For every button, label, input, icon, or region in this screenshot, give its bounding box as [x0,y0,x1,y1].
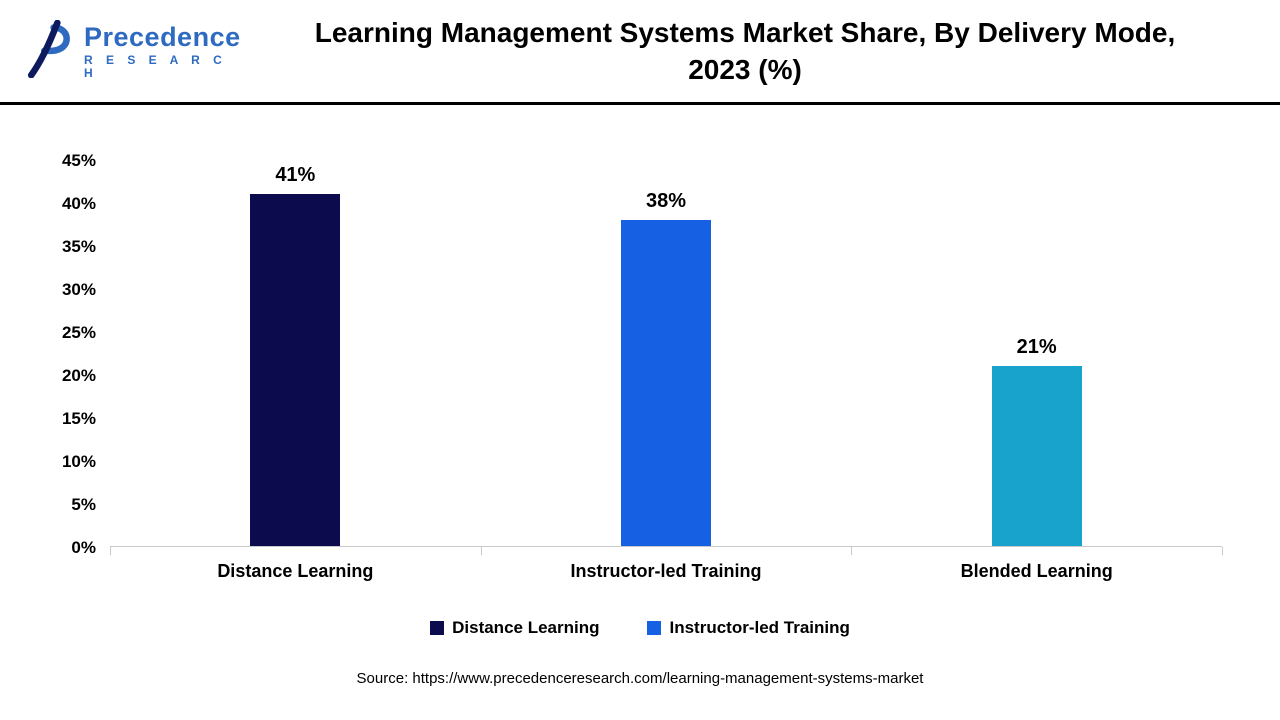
logo-wordmark: Precedence [84,21,241,52]
y-axis-tick-label: 20% [61,366,96,386]
y-axis-tick-label: 10% [61,452,96,472]
x-axis-label-distance-learning: Distance Learning [217,561,374,581]
y-axis-tick-label: 5% [71,495,96,515]
x-axis-label-instructor-led-training: Instructor-led Training [570,561,762,581]
legend-label: Distance Learning [452,618,600,637]
bar-instructor-led-training [621,220,711,546]
legend: Distance Learning Instructor-led Training [0,618,1280,638]
page-title-line2: 2023 (%) [688,54,802,85]
y-axis-tick-label: 0% [71,538,96,557]
header: Precedence R E S E A R C H Learning Mana… [0,0,1280,105]
y-axis-tick-label: 15% [61,409,96,429]
y-axis-tick-label: 30% [61,280,96,300]
x-axis-label-blended-learning: Blended Learning [960,561,1113,581]
y-axis-tick-label: 40% [61,194,96,214]
bar-column-blended-learning: 21% [851,160,1222,546]
legend-item-instructor-led-training: Instructor-led Training [647,618,850,638]
plot-area: 41% 38% 21% [110,160,1223,555]
y-axis-tick-label: 35% [61,237,96,256]
source-text: Source: https://www.precedenceresearch.c… [356,670,924,687]
y-axis-tick-label: 45% [61,151,96,170]
x-axis-tick [851,547,853,555]
y-axis: 0% 5% 10% 15% 20% 25% 30% 35% 40% 45% [0,151,110,557]
bar-column-instructor-led-training: 38% [481,160,852,546]
x-axis-labels: Distance Learning Instructor-led Training… [110,561,1222,582]
x-axis-tick [480,547,482,555]
x-axis-tick [1222,547,1223,555]
logo: Precedence R E S E A R C H [0,19,240,83]
bar-value-label: 38% [645,190,687,213]
x-axis-tick [110,547,111,555]
bar-distance-learning [250,194,341,546]
bar-value-label: 21% [1016,335,1057,358]
page-title: Learning Management Systems Market Share… [228,14,1280,88]
precedence-logo-icon [20,19,76,83]
legend-label: Instructor-led Training [669,618,850,637]
legend-swatch-icon [647,621,662,635]
bar-column-distance-learning: 41% [110,160,481,546]
bar-blended-learning [991,365,1082,546]
logo-text: Precedence R E S E A R C H [84,21,241,80]
logo-subtitle: R E S E A R C H [84,53,227,80]
bar-value-label: 41% [275,164,316,187]
legend-item-distance-learning: Distance Learning [430,618,599,638]
chart-area: 0% 5% 10% 15% 20% 25% 30% 35% 40% 45% 41% 38% 21% [0,151,1280,557]
legend-swatch-icon [430,621,445,635]
y-axis-tick-label: 25% [61,323,96,342]
page-title-line1: Learning Management Systems Market Share… [314,17,1176,48]
